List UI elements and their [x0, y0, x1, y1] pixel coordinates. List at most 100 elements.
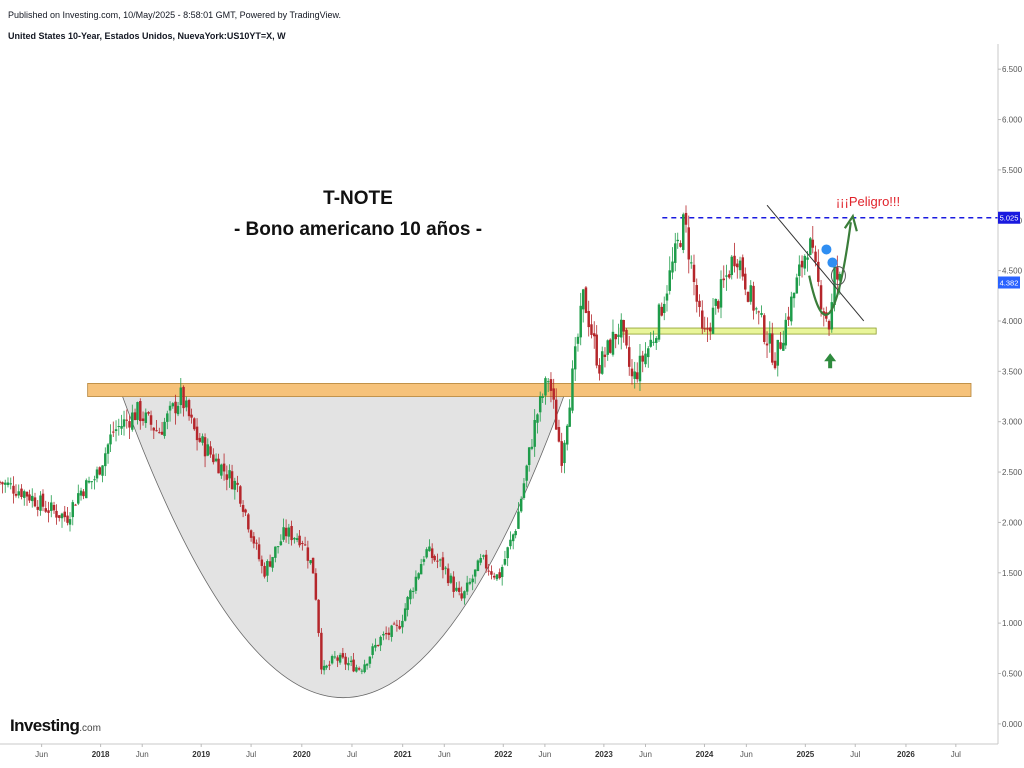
candle-body [352, 659, 355, 672]
candle-body [744, 273, 747, 290]
candle-body [579, 305, 582, 338]
candle-body [55, 510, 58, 518]
candle-body [771, 333, 774, 363]
y-tick-label: 2.500 [1002, 468, 1023, 477]
downtrend-line [766, 204, 865, 322]
candle-body [279, 541, 283, 546]
candle-body [657, 304, 661, 340]
candle-body [268, 561, 272, 567]
x-tick-label: Jul [951, 750, 961, 759]
candle-body [149, 415, 153, 425]
chart-title: T-NOTE [323, 188, 393, 209]
candle-body [290, 525, 293, 541]
candle-body [527, 447, 531, 466]
x-tick-label: Jul [850, 750, 860, 759]
candle-body [166, 413, 169, 422]
candle-body [357, 668, 361, 670]
candle-body [476, 560, 480, 572]
candle-body [330, 656, 334, 664]
candle-body [600, 351, 604, 374]
candle-body [125, 419, 129, 421]
candle-body [282, 527, 285, 540]
candle-body [627, 347, 631, 367]
candle-body [446, 568, 450, 584]
candle-body [817, 261, 820, 282]
y-axis[interactable]: 0.000 0.500 1.000 1.500 2.000 2.500 3.000 3.500… [998, 65, 1023, 729]
candle-body [20, 488, 23, 497]
candle-body [425, 549, 428, 558]
candle-body [341, 653, 345, 658]
candle-body [374, 644, 377, 648]
candle-body [436, 560, 439, 562]
candle-body [379, 636, 382, 646]
candle-body [563, 442, 566, 464]
candle-body [738, 260, 742, 271]
candle-body [228, 470, 231, 479]
candle-body [498, 572, 501, 579]
candle-body [790, 296, 793, 322]
candle-body [495, 574, 499, 580]
candle-body [68, 519, 72, 525]
y-tick-label: 0.000 [1002, 720, 1023, 729]
candle-body [654, 338, 658, 343]
candle-body [1, 482, 4, 485]
candle-body [398, 626, 401, 629]
neckline-zone [87, 383, 972, 397]
y-tick-label: 3.500 [1002, 367, 1023, 376]
candle-body [168, 405, 172, 411]
candle-body [690, 262, 693, 264]
x-tick-label: 2026 [897, 750, 915, 759]
candle-body [274, 546, 277, 558]
candle-body [322, 665, 326, 671]
candle-body [328, 664, 331, 666]
x-axis[interactable]: Jun 2018 Jun 2019 Jul 2020 Jul 2021 Jun 2022 Jun 20… [35, 744, 961, 759]
candle-body [133, 412, 137, 421]
candle-body [733, 255, 736, 267]
candle-body [581, 289, 585, 310]
candle-body [482, 555, 485, 557]
candle-body [662, 303, 666, 313]
candle-body [565, 425, 569, 445]
candle-body [441, 557, 445, 571]
candle-body [571, 368, 574, 411]
candle-body [811, 239, 815, 248]
candle-body [682, 214, 685, 250]
candle-body [438, 559, 442, 561]
candle-body [41, 493, 45, 507]
candle-body [725, 275, 728, 277]
candle-body [608, 339, 612, 353]
candle-body [717, 301, 720, 309]
candle-body [317, 599, 320, 634]
candle-body [128, 421, 131, 428]
candle-body [33, 497, 37, 507]
candle-body [3, 482, 7, 485]
candle-body [303, 544, 307, 546]
candle-body [193, 418, 196, 430]
candle-body [803, 255, 807, 269]
candle-body [576, 336, 580, 344]
x-tick-label: Jul [347, 750, 357, 759]
candle-body [60, 513, 64, 519]
candle-body [311, 557, 315, 574]
candle-body [401, 620, 404, 628]
y-tick-label: 1.500 [1002, 569, 1023, 578]
candle-body [222, 463, 226, 472]
candle-body [500, 566, 504, 578]
price-label-box [998, 276, 1020, 289]
candle-body [519, 498, 523, 512]
y-axis-panel [998, 44, 1024, 744]
investing-logo[interactable]: Investing.com [10, 716, 101, 735]
candle-body [31, 495, 34, 502]
candle-body [838, 273, 842, 281]
candle-body [85, 480, 88, 499]
candle-body [314, 573, 318, 600]
candle-body [195, 426, 199, 441]
candle-body [455, 587, 458, 591]
candle-body [768, 333, 772, 344]
candle-body [120, 425, 123, 429]
candle-body [701, 310, 704, 329]
candle-body [706, 327, 709, 330]
candle-body [611, 331, 615, 355]
candle-body [217, 458, 220, 474]
